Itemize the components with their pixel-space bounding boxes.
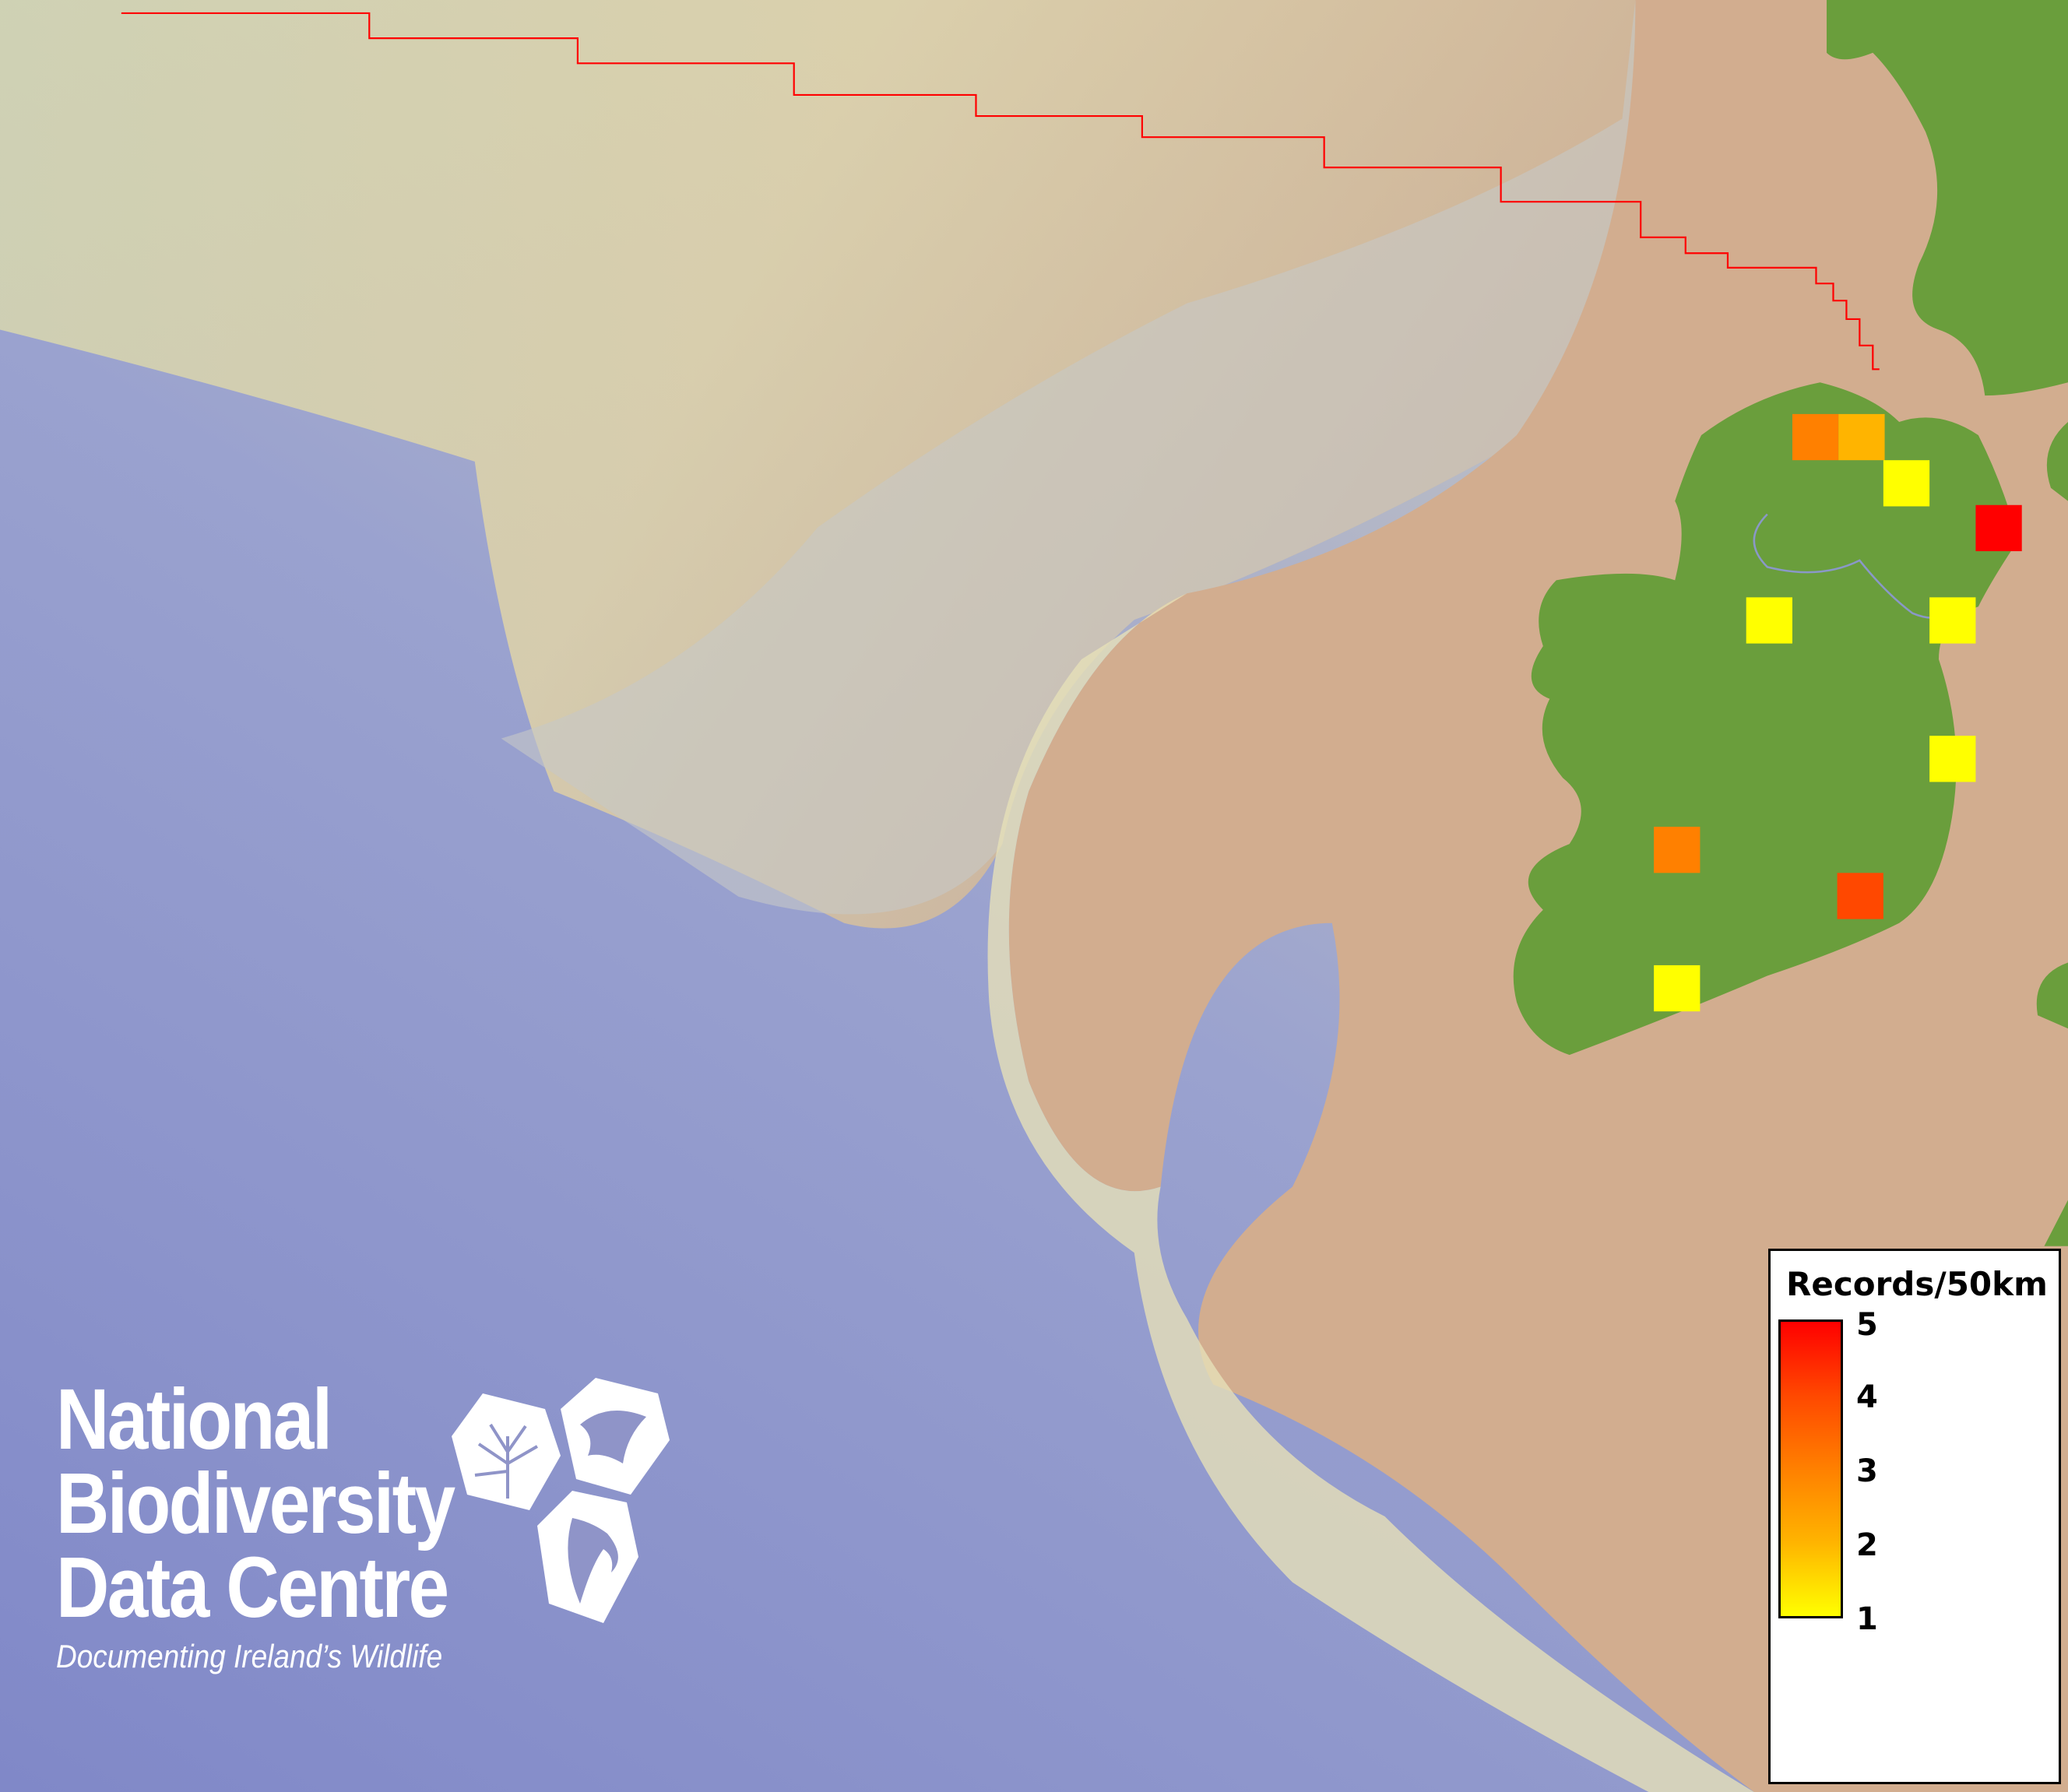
ireland-landmass <box>1513 382 2018 1056</box>
records-grid-cell <box>1975 504 2022 552</box>
legend-tick-5: 5 <box>1856 1307 1878 1343</box>
records-grid-cell <box>1838 413 1885 461</box>
records-grid-cell <box>1883 460 1930 507</box>
logo-line-biodiversity: Biodiversity <box>56 1456 455 1551</box>
logo-line-national: National <box>56 1372 332 1467</box>
logo-tagline: Documenting Ireland’s Wildlife <box>56 1638 443 1674</box>
ni-border <box>1753 513 1940 619</box>
records-grid-layer <box>1654 413 2022 1012</box>
map-legend: Records/50km 5 4 3 2 1 <box>1768 1249 2061 1784</box>
logo-hexagon-mark <box>452 1378 670 1623</box>
scotland-landmass <box>1827 0 2068 396</box>
records-grid-cell <box>1837 873 1883 919</box>
logo-line-data-centre: Data Centre <box>56 1540 449 1636</box>
records-grid-cell <box>1746 597 1792 644</box>
legend-tick-3: 3 <box>1856 1453 1878 1489</box>
legend-title: Records/50km <box>1786 1265 2048 1303</box>
records-grid-cell <box>1929 736 1976 782</box>
legend-color-ramp <box>1778 1319 1843 1618</box>
butterfly-icon <box>561 1378 670 1495</box>
legend-tick-4: 4 <box>1856 1379 1878 1415</box>
records-grid-cell <box>1929 597 1976 644</box>
shelf-edge-light <box>987 593 1754 1792</box>
records-grid-cell <box>1654 965 1700 1012</box>
study-boundary-line <box>121 12 1880 371</box>
seahorse-icon <box>537 1491 638 1623</box>
legend-tick-2: 2 <box>1856 1527 1878 1563</box>
northern-shelf <box>0 0 1641 929</box>
slope-band <box>501 0 1641 915</box>
tree-icon <box>452 1393 561 1510</box>
legend-tick-1: 1 <box>1856 1601 1878 1637</box>
nbdc-logo: National Biodiversity Data Centre Docume… <box>56 1372 519 1675</box>
records-grid-cell <box>1654 827 1700 873</box>
records-grid-cell <box>1792 413 1839 461</box>
